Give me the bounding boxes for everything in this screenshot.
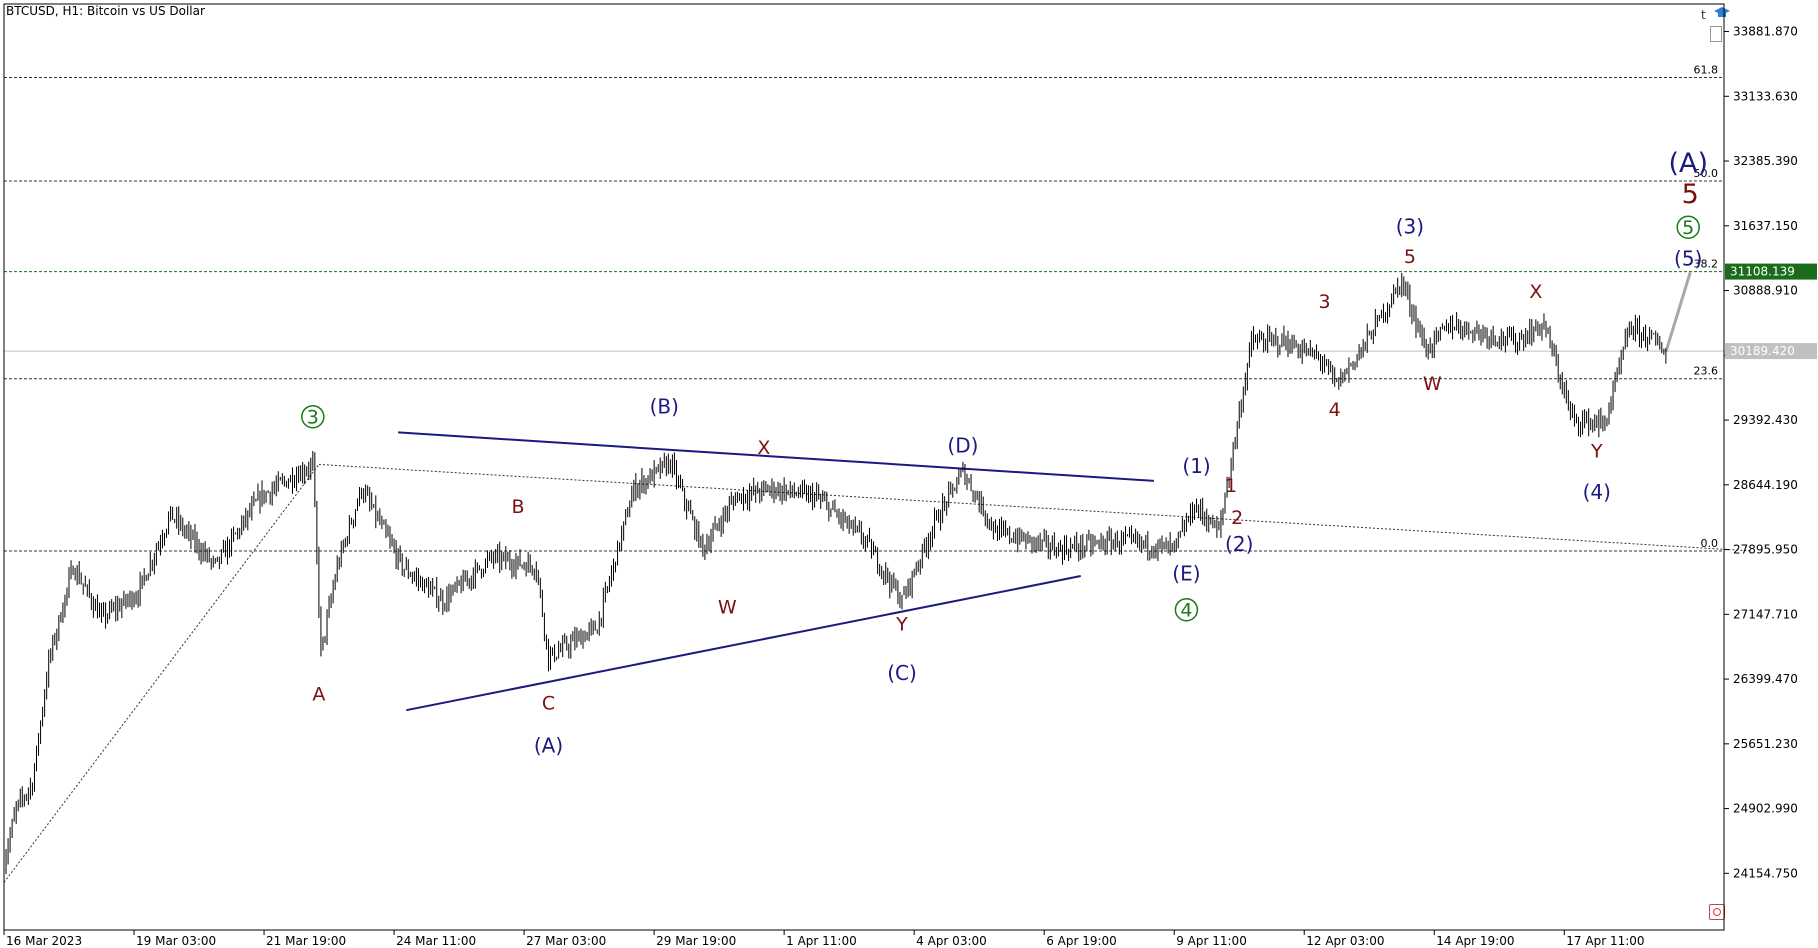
price-tick-label: 24154.750 <box>1733 866 1798 880</box>
wave-label: (4) <box>1583 480 1611 504</box>
time-tick-label: 14 Apr 19:00 <box>1436 934 1514 948</box>
price-tick-label: 25651.230 <box>1733 737 1798 751</box>
trend-line <box>406 575 1081 712</box>
graduation-cap-icon[interactable] <box>1714 6 1730 20</box>
wave-circle <box>301 404 325 429</box>
wave-label: (1) <box>1182 454 1210 478</box>
trend-line <box>398 431 1154 482</box>
wave-label: (A) <box>534 734 563 758</box>
wave-label: (5) <box>1674 246 1702 270</box>
time-tick-label: 16 Mar 2023 <box>6 934 82 948</box>
wave-label: 4 <box>1180 600 1192 622</box>
wave-label: (E) <box>1172 561 1200 585</box>
time-tick-label: 27 Mar 03:00 <box>526 934 606 948</box>
wave-label: (A) <box>1668 148 1708 179</box>
wave-label: 5 <box>1404 246 1416 268</box>
time-tick-label: 21 Mar 19:00 <box>266 934 346 948</box>
time-tick-label: 29 Mar 19:00 <box>656 934 736 948</box>
wave-label: X <box>1529 281 1542 303</box>
current-price-value: 30189.420 <box>1730 344 1795 358</box>
plot-border <box>3 3 1725 931</box>
document-icon[interactable] <box>1710 26 1722 42</box>
wave-label: A <box>312 684 325 706</box>
wave-label: Y <box>895 614 908 636</box>
price-tick-label: 33133.630 <box>1733 89 1798 103</box>
wave-circle <box>1174 597 1199 622</box>
wave-label: C <box>542 692 555 714</box>
wave-circle <box>1676 215 1700 239</box>
price-tick-label: 28644.190 <box>1733 478 1798 492</box>
wave-label: (2) <box>1225 532 1253 556</box>
price-tick-label: 33881.870 <box>1733 25 1798 39</box>
time-tick-label: 6 Apr 19:00 <box>1046 934 1117 948</box>
trend-line <box>3 464 320 883</box>
wave-label: 3 <box>1319 291 1331 313</box>
trend-line <box>318 463 1752 552</box>
wave-label: B <box>511 496 524 518</box>
price-tick-label: 32385.390 <box>1733 154 1798 168</box>
price-tick-label: 27895.950 <box>1733 543 1798 557</box>
price-tick-label: 24902.990 <box>1733 802 1798 816</box>
level-price-value: 31108.139 <box>1730 265 1795 279</box>
trend-line <box>1664 271 1692 353</box>
price-tick-label: 27147.710 <box>1733 607 1798 621</box>
wave-label: X <box>757 437 770 459</box>
time-tick-label: 19 Mar 03:00 <box>136 934 216 948</box>
fib-level-label: 0.0 <box>1701 537 1719 550</box>
wave-label: 1 <box>1225 475 1237 497</box>
price-tick-label: 31637.150 <box>1733 219 1798 233</box>
time-tick-label: 4 Apr 03:00 <box>916 934 987 948</box>
wave-label: 4 <box>1329 399 1341 421</box>
wave-label: Y <box>1590 440 1603 462</box>
wave-label: (B) <box>650 394 679 418</box>
fib-level-label: 61.8 <box>1694 64 1719 77</box>
price-tick-label: 26399.470 <box>1733 672 1798 686</box>
time-tick-label: 9 Apr 11:00 <box>1176 934 1247 948</box>
price-tick-label: 29392.430 <box>1733 413 1798 427</box>
wave-label: 2 <box>1231 507 1243 529</box>
t-icon[interactable]: t <box>1701 8 1706 22</box>
current-price-badge <box>1725 343 1817 360</box>
chart-title: BTCUSD, H1: Bitcoin vs US Dollar <box>6 4 205 18</box>
time-tick-label: 17 Apr 11:00 <box>1566 934 1644 948</box>
time-tick-label: 24 Mar 11:00 <box>396 934 476 948</box>
wave-label: (D) <box>947 433 978 457</box>
wave-label: W <box>718 596 737 618</box>
wave-label: 3 <box>307 407 319 429</box>
time-tick-label: 1 Apr 11:00 <box>786 934 857 948</box>
price-tick-label: 30888.910 <box>1733 284 1798 298</box>
wave-label: 5 <box>1682 179 1699 210</box>
wave-label: (3) <box>1396 214 1424 238</box>
fib-level-label: 23.6 <box>1694 365 1719 378</box>
wave-label: W <box>1423 373 1442 395</box>
wave-label: (C) <box>887 661 917 685</box>
time-tick-label: 12 Apr 03:00 <box>1306 934 1384 948</box>
level-price-badge <box>1725 263 1817 280</box>
fib-level-label: 50.0 <box>1694 167 1719 180</box>
wave-label: 5 <box>1682 217 1694 239</box>
fib-level-label: 38.2 <box>1694 258 1719 271</box>
